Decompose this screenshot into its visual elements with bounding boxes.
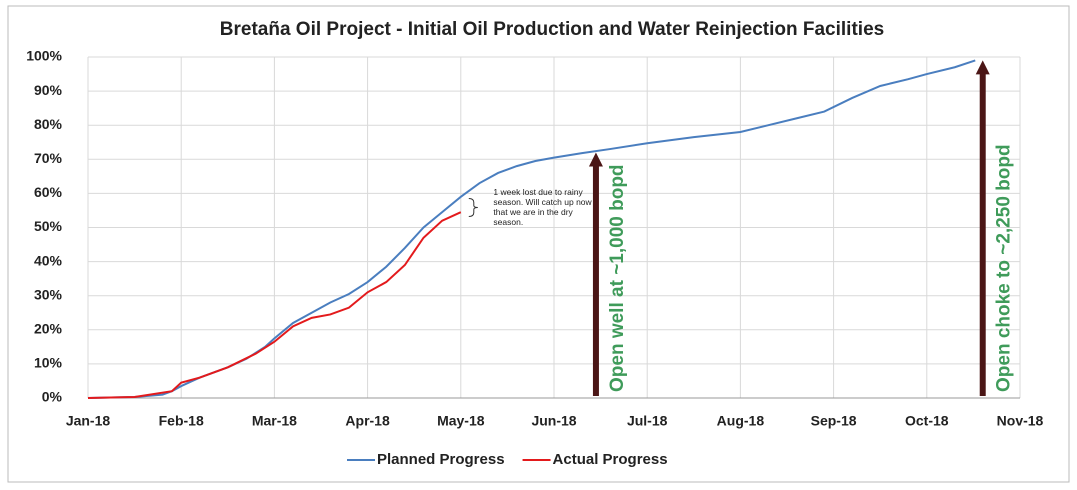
arrow-head — [588, 152, 603, 167]
y-tick-label: 30% — [34, 286, 63, 302]
x-tick-label: Aug-18 — [717, 413, 765, 429]
y-tick-label: 70% — [34, 150, 63, 166]
x-tick-label: May-18 — [437, 413, 485, 429]
x-tick-label: Jul-18 — [627, 413, 668, 429]
y-tick-label: 10% — [34, 355, 63, 371]
x-tick-label: Jun-18 — [531, 413, 576, 429]
y-tick-label: 60% — [34, 184, 63, 200]
chart-title: Bretaña Oil Project - Initial Oil Produc… — [220, 19, 884, 40]
legend-label: Planned Progress — [377, 451, 505, 468]
y-tick-label: 40% — [34, 252, 63, 268]
x-tick-label: Oct-18 — [905, 413, 949, 429]
series-line — [87, 211, 462, 399]
y-tick-label: 50% — [34, 218, 63, 234]
annotation-box: 1 week lost due to rainy season. Will ca… — [493, 187, 592, 228]
y-tick-label: 80% — [34, 116, 63, 132]
x-tick-label: Mar-18 — [252, 413, 297, 429]
legend-label: Actual Progress — [553, 451, 668, 468]
y-tick-label: 20% — [34, 321, 63, 337]
annotation-text: Open well at ~1,000 bopd — [607, 164, 628, 392]
arrow-head — [975, 60, 990, 75]
x-tick-label: Apr-18 — [345, 413, 390, 429]
annotation-text: 1 week lost due to rainy season. Will ca… — [493, 187, 592, 228]
bracket — [468, 198, 478, 218]
y-tick-label: 100% — [26, 48, 62, 64]
x-tick-label: Feb-18 — [159, 413, 204, 429]
x-tick-label: Jan-18 — [66, 413, 111, 429]
y-tick-label: 0% — [42, 389, 63, 405]
x-tick-label: Nov-18 — [997, 413, 1044, 429]
chart-frame — [7, 5, 1070, 483]
x-tick-label: Sep-18 — [811, 413, 857, 429]
annotation-text: Open choke to ~2,250 bopd — [994, 144, 1015, 392]
y-tick-label: 90% — [34, 82, 63, 98]
